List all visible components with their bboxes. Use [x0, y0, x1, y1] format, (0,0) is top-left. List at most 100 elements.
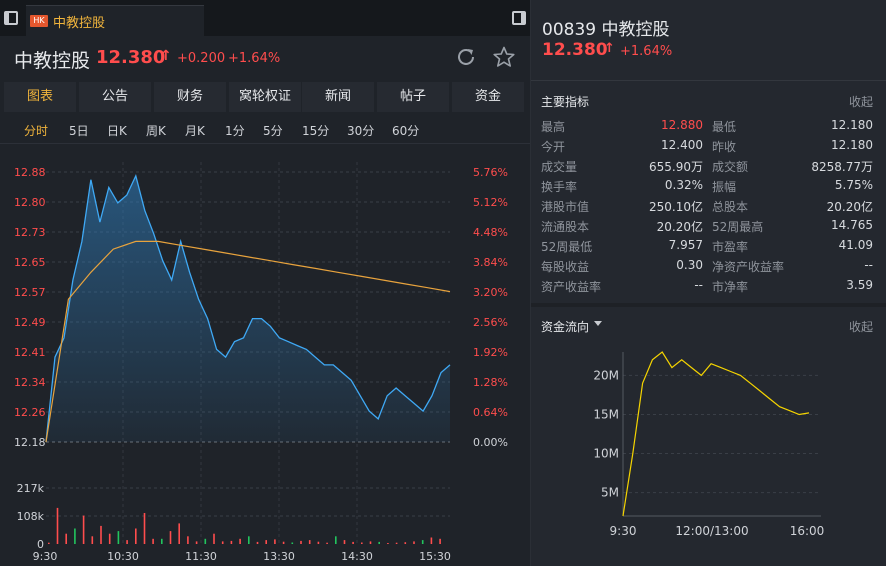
metric-label: 港股市值	[541, 200, 590, 214]
volume-bar	[300, 540, 302, 544]
average-line	[45, 240, 451, 443]
volume-bar	[421, 540, 424, 544]
volume-bar	[430, 537, 433, 544]
metric-value: 250.10亿	[649, 200, 703, 214]
star-icon[interactable]	[492, 45, 516, 69]
volume-bar	[387, 543, 389, 544]
caret-down-icon[interactable]	[594, 321, 602, 326]
metric-row: 每股收益 0.30 净资产收益率 --	[531, 258, 886, 278]
tab-capital[interactable]: 资金	[452, 82, 524, 112]
metric-row: 港股市值 250.10亿 总股本 20.20亿	[531, 198, 886, 218]
stock-header: 中教控股 12.380 ↑ +0.200 +1.64%	[0, 36, 530, 80]
volume-bar	[195, 541, 198, 544]
volume-bar	[48, 542, 50, 544]
divider	[531, 80, 886, 81]
volume-bar	[335, 536, 337, 544]
metric-row: 52周最低 7.957 市盈率 41.09	[531, 238, 886, 258]
volume-bar	[413, 541, 415, 544]
volume-bar	[230, 540, 233, 544]
tab-warrants[interactable]: 窝轮权证	[229, 82, 301, 112]
volume-bar	[308, 540, 311, 544]
period-60min[interactable]: 60分	[392, 124, 420, 138]
sidebar-toggle-icon[interactable]	[4, 11, 18, 25]
y-tick-pct-label: 4.48%	[473, 226, 508, 239]
flow-collapse-button[interactable]: 收起	[849, 320, 874, 334]
metric-value: 655.90万	[649, 160, 703, 174]
volume-bar	[395, 542, 398, 544]
y-tick-pct-label: 1.92%	[473, 346, 508, 359]
stock-tab[interactable]: HK 中教控股	[26, 5, 204, 36]
flow-y-tick-label: 15M	[593, 407, 619, 421]
panel-toggle-icon[interactable]	[512, 11, 526, 25]
refresh-icon[interactable]	[455, 46, 477, 68]
period-15min[interactable]: 15分	[302, 124, 330, 138]
metrics-collapse-button[interactable]: 收起	[849, 95, 874, 109]
metric-label: 成交额	[712, 160, 749, 174]
y-tick-label: 12.26	[14, 406, 46, 419]
period-5day[interactable]: 5日	[69, 124, 89, 138]
metric-row: 今开 12.400 昨收 12.180	[531, 138, 886, 158]
metric-label: 成交量	[541, 160, 578, 174]
y-tick-pct-label: 5.76%	[473, 166, 508, 179]
metric-value: 12.180	[831, 138, 873, 152]
volume-bar	[378, 541, 380, 544]
y-tick-pct-label: 3.84%	[473, 256, 508, 269]
metric-value: 0.30	[676, 258, 703, 272]
tab-posts[interactable]: 帖子	[377, 82, 449, 112]
period-monthly[interactable]: 月K	[185, 124, 205, 138]
quote-price: 12.380	[542, 40, 608, 60]
y-tick-label: 12.18	[14, 436, 46, 449]
y-tick-label: 12.49	[14, 316, 46, 329]
volume-bar	[274, 539, 276, 544]
x-tick-label: 15:30	[419, 550, 451, 563]
tab-announcements[interactable]: 公告	[79, 82, 151, 112]
metric-value: 12.880	[661, 118, 703, 132]
chart-panel: HK 中教控股 中教控股 12.380 ↑ +0.200 +1.64% 图表 公…	[0, 0, 530, 566]
metric-value: 20.20亿	[826, 200, 873, 214]
tab-chart[interactable]: 图表	[4, 82, 76, 112]
stock-name: 中教控股	[14, 50, 91, 72]
volume-bar	[369, 541, 372, 544]
capital-flow-chart: 20M 15M 10M 5M 9:30 12:00/13:00 16:00	[593, 351, 824, 538]
main-tabs: 图表 公告 财务 窝轮权证 新闻 帖子 资金	[0, 80, 530, 112]
intraday-chart[interactable]: 12.88 12.80 12.73 12.65 12.57 12.49 12.41 12.34…	[0, 146, 530, 566]
metric-value: 0.32%	[664, 178, 703, 192]
x-tick-label: 10:30	[107, 550, 139, 563]
volume-bar	[152, 538, 154, 544]
y-tick-label: 12.34	[14, 376, 46, 389]
metric-row: 流通股本 20.20亿 52周最高 14.765	[531, 218, 886, 238]
volume-bar	[56, 507, 59, 544]
period-5min[interactable]: 5分	[263, 124, 283, 138]
volume-bar	[221, 541, 224, 544]
tab-financials[interactable]: 财务	[154, 82, 226, 112]
quote-title: 00839 中教控股	[542, 20, 670, 40]
tab-news[interactable]: 新闻	[302, 82, 374, 112]
period-intraday[interactable]: 分时	[24, 124, 49, 138]
period-30min[interactable]: 30分	[347, 124, 375, 138]
volume-bar	[326, 542, 328, 544]
period-weekly[interactable]: 周K	[146, 124, 166, 138]
volume-bar	[282, 541, 285, 544]
volume-bar	[169, 531, 172, 544]
period-1min[interactable]: 1分	[225, 124, 245, 138]
volume-bar	[239, 538, 241, 544]
y-tick-label: 12.41	[14, 346, 46, 359]
price-change: +0.200	[177, 51, 226, 66]
period-daily[interactable]: 日K	[107, 124, 127, 138]
period-selector: 分时 5日 日K 周K 月K 1分 5分 15分 30分 60分	[0, 116, 530, 144]
metric-row: 成交量 655.90万 成交额 8258.77万	[531, 158, 886, 178]
volume-bar	[143, 513, 146, 544]
flow-y-tick-label: 10M	[593, 447, 619, 461]
capital-flow-title[interactable]: 资金流向	[541, 320, 590, 334]
metric-label: 流通股本	[541, 220, 590, 234]
y-tick-label: 12.88	[14, 166, 46, 179]
volume-tick-label: 0	[37, 538, 44, 551]
price-change-pct: +1.64%	[228, 51, 281, 66]
y-tick-label: 12.73	[14, 226, 46, 239]
price-line	[45, 173, 451, 443]
metric-label: 资产收益率	[541, 280, 602, 294]
tab-label: 中教控股	[53, 16, 106, 31]
volume-bar	[74, 528, 76, 544]
metric-value: 14.765	[831, 218, 873, 232]
metric-row: 资产收益率 -- 市净率 3.59	[531, 278, 886, 298]
